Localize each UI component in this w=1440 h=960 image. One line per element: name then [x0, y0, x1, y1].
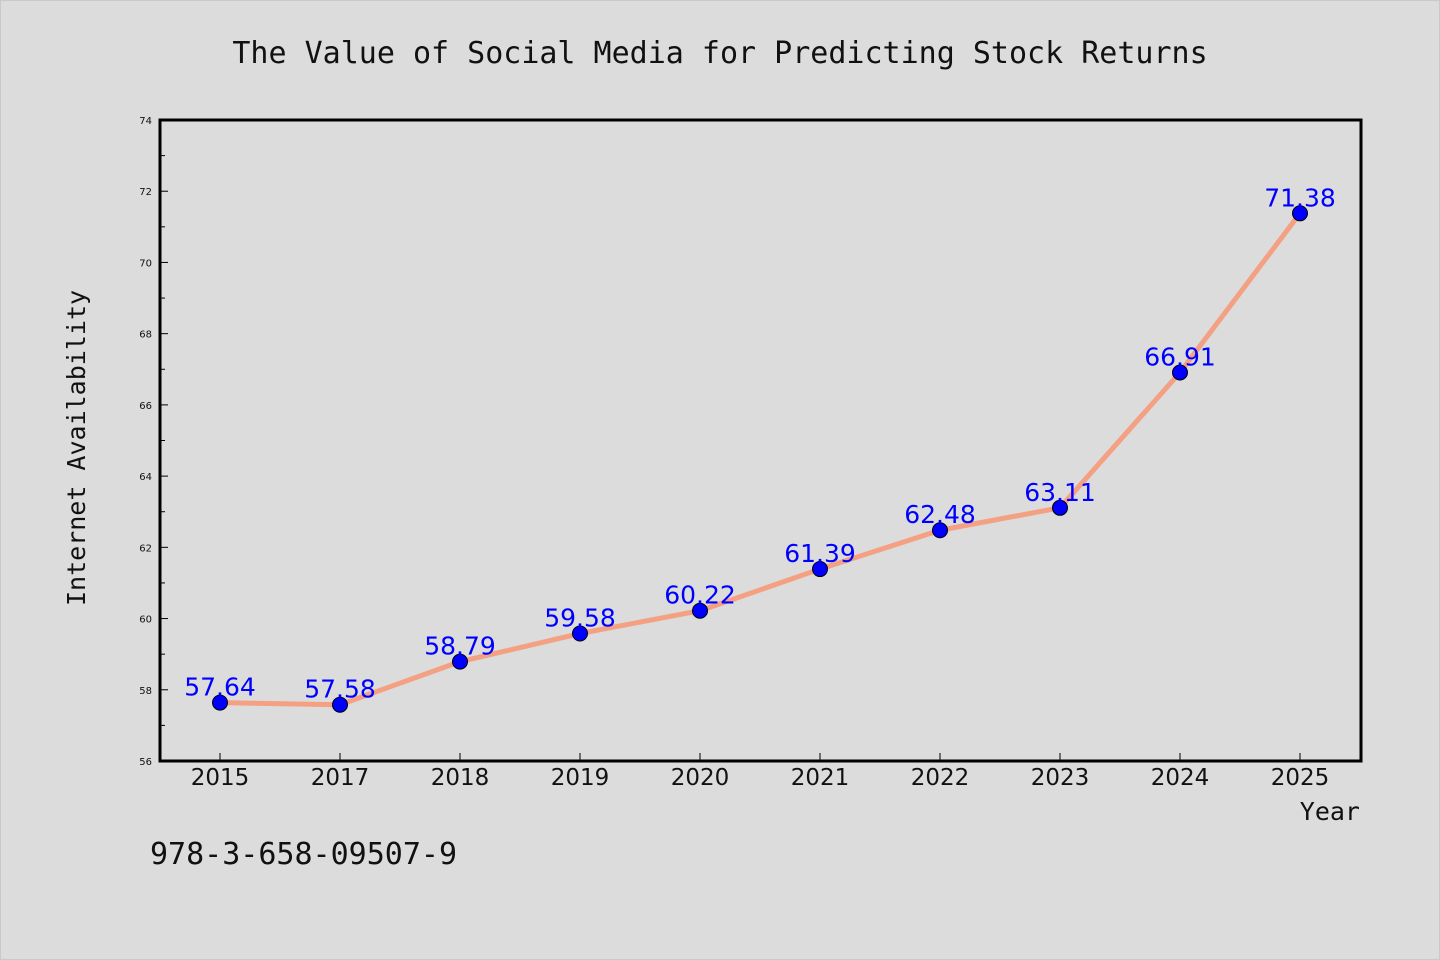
- y-tick-label: 66: [139, 401, 152, 412]
- data-point-marker: [1292, 205, 1308, 222]
- data-label: 66.91: [1144, 342, 1216, 371]
- y-tick-label: 68: [139, 330, 152, 341]
- series-line: [217, 210, 1303, 708]
- x-tick-label: 2021: [791, 765, 850, 791]
- data-label: 71.38: [1264, 183, 1336, 212]
- data-point-marker: [212, 694, 228, 711]
- y-tick-label: 64: [139, 472, 152, 483]
- data-point-marker: [932, 522, 948, 539]
- chart-title: The Value of Social Media for Predicting…: [232, 36, 1207, 71]
- data-label: 63.11: [1024, 478, 1096, 507]
- y-axis-label: Internet Availability: [62, 290, 91, 606]
- data-point-marker: [452, 653, 468, 670]
- plot-area: [158, 118, 1363, 763]
- data-point-marker: [1052, 499, 1068, 516]
- y-tick-label: 74: [139, 116, 152, 127]
- x-tick-label: 2020: [671, 765, 730, 791]
- y-axis-ticks: 56 58 60 62 64 66 68 70 72 74: [139, 116, 168, 768]
- x-tick-label: 2017: [311, 765, 370, 791]
- data-point-marker: [812, 561, 828, 578]
- data-labels: 57.64 57.58 58.79 59.58 60.22 61.39 62.48 63.11…: [184, 183, 1336, 703]
- data-label: 58.79: [424, 632, 496, 661]
- data-point-marker: [572, 625, 588, 642]
- data-label: 59.58: [544, 604, 616, 633]
- x-tick-label: 2018: [431, 765, 490, 791]
- x-tick-label: 2023: [1031, 765, 1090, 791]
- y-tick-label: 58: [139, 686, 152, 697]
- x-tick-label: 2022: [911, 765, 970, 791]
- data-label: 60.22: [664, 581, 736, 610]
- x-tick-label: 2025: [1271, 765, 1330, 791]
- data-label: 57.58: [304, 675, 376, 704]
- x-tick-label: 2024: [1151, 765, 1210, 791]
- isbn-footer-text: 978-3-658-09507-9: [150, 837, 457, 872]
- y-tick-label: 62: [139, 543, 152, 554]
- x-tick-label: 2015: [191, 765, 250, 791]
- data-point-marker: [1172, 364, 1188, 381]
- data-markers: [212, 205, 1308, 713]
- data-label: 62.48: [904, 500, 976, 529]
- data-point-marker: [332, 696, 348, 713]
- data-label: 57.64: [184, 673, 256, 702]
- x-axis-ticks: 2015 2017 2018 2019 2020 2021 2022 2023 2024 2025: [191, 753, 1330, 791]
- x-tick-label: 2019: [551, 765, 610, 791]
- x-axis-label: Year: [1300, 797, 1360, 826]
- y-tick-label: 72: [139, 187, 152, 198]
- y-tick-label: 70: [139, 258, 152, 269]
- data-point-marker: [692, 602, 708, 619]
- y-tick-label: 60: [139, 615, 152, 626]
- series-line-group: [217, 210, 1303, 708]
- data-label: 61.39: [784, 539, 856, 568]
- y-tick-label: 56: [139, 757, 152, 768]
